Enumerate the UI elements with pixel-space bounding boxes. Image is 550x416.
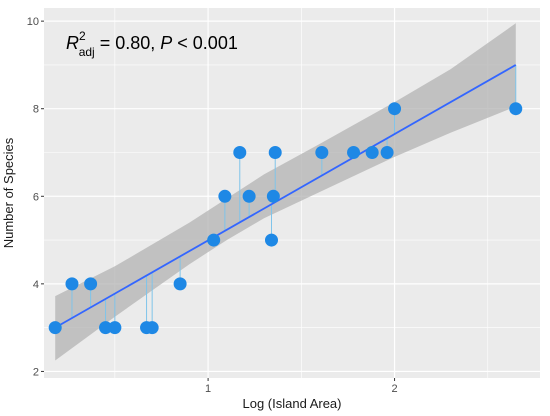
- r-superscript: 2: [79, 29, 86, 43]
- y-tick-label: 4: [33, 279, 39, 291]
- y-tick-label: 10: [27, 16, 39, 28]
- p-symbol: P: [160, 33, 172, 53]
- data-point: [242, 189, 256, 203]
- y-tick-label: 2: [33, 366, 39, 378]
- x-tick-label: 2: [391, 383, 397, 395]
- stat-rest: = 0.80,: [95, 33, 161, 53]
- data-point: [233, 145, 247, 159]
- data-point: [145, 321, 159, 335]
- y-tick-label: 8: [33, 104, 39, 116]
- x-axis-label: Log (Island Area): [242, 396, 341, 411]
- stat-annotation: R2 adj = 0.80, P < 0.001: [66, 29, 238, 59]
- data-point: [173, 277, 187, 291]
- r-symbol: R: [66, 33, 79, 53]
- data-point: [218, 189, 232, 203]
- y-tick-label: 6: [33, 191, 39, 203]
- y-axis-label: Number of Species: [1, 137, 16, 248]
- data-point: [509, 102, 523, 116]
- data-point: [65, 277, 79, 291]
- data-point: [347, 145, 361, 159]
- data-point: [108, 321, 122, 335]
- r-subscript: adj: [79, 45, 95, 59]
- data-point: [99, 321, 113, 335]
- fit-line: [54, 64, 517, 329]
- fit-line-group: [54, 64, 517, 329]
- data-point: [315, 145, 329, 159]
- data-point: [266, 189, 280, 203]
- data-point: [48, 321, 62, 335]
- p-rest: < 0.001: [172, 33, 238, 53]
- data-point: [380, 145, 394, 159]
- data-point: [207, 233, 221, 247]
- data-point: [388, 102, 402, 116]
- data-point: [268, 145, 282, 159]
- data-point: [365, 145, 379, 159]
- data-points: [48, 102, 523, 335]
- data-point: [84, 277, 98, 291]
- x-tick-label: 1: [205, 383, 211, 395]
- data-point: [264, 233, 278, 247]
